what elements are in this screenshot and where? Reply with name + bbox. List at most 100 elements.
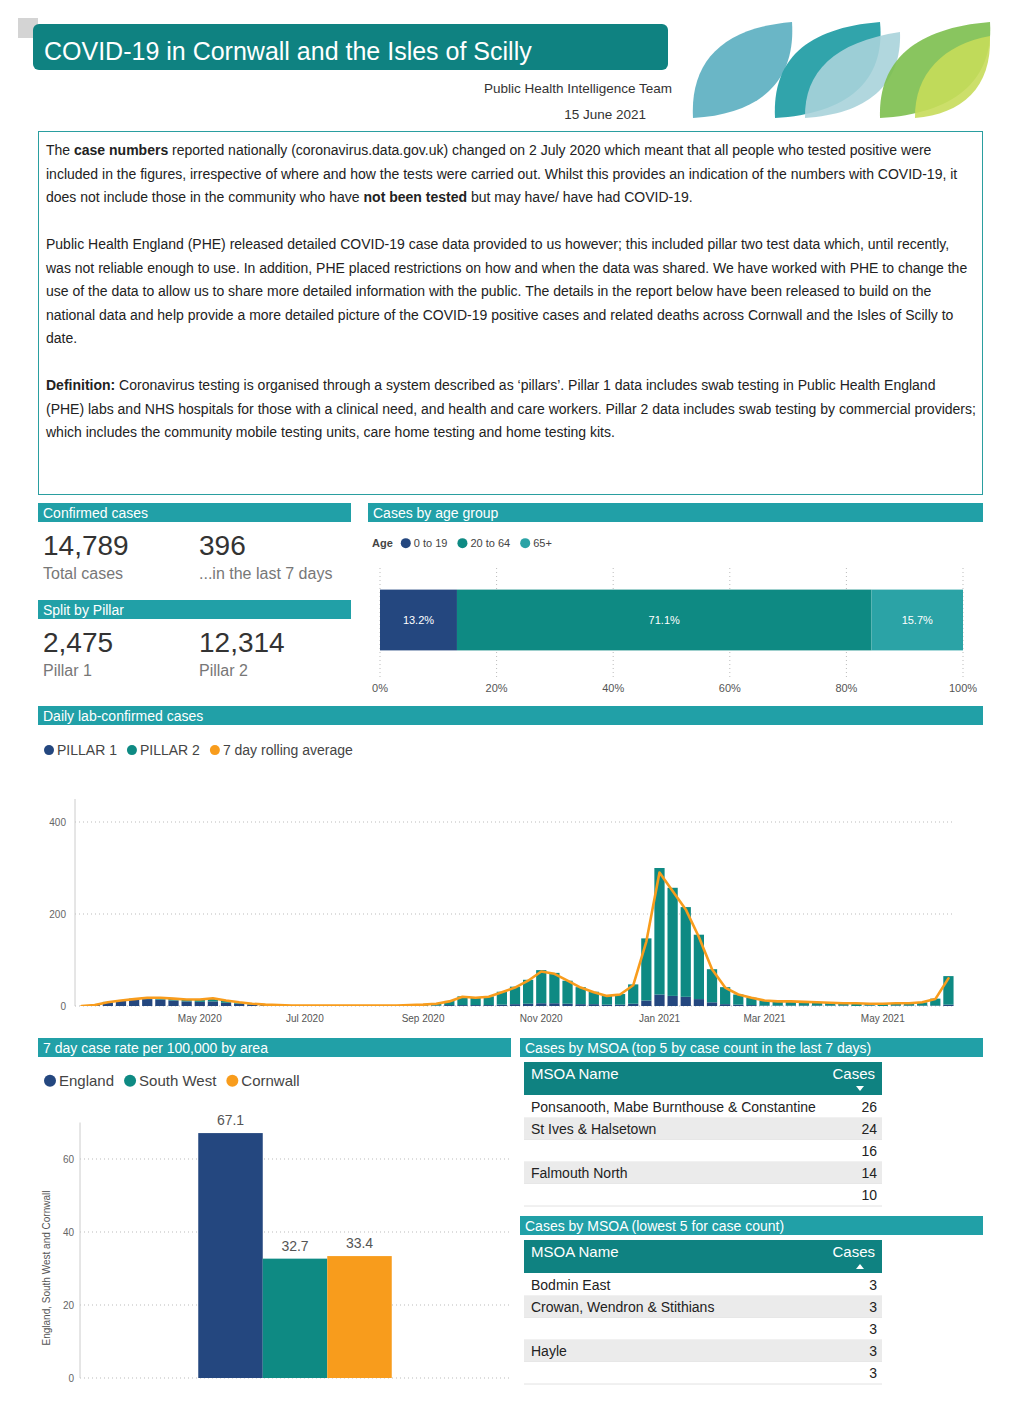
line-series <box>82 873 949 1006</box>
note-paragraph: Definition: Coronavirus testing is organ… <box>46 374 976 445</box>
category-label: Sep 2020 <box>402 1013 445 1024</box>
bar <box>380 590 457 651</box>
section-title: 7 day case rate per 100,000 by area <box>43 1040 268 1056</box>
axis-line <box>80 1123 81 1379</box>
bar <box>707 1002 717 1006</box>
note-text: Definition: <box>46 377 115 393</box>
table-row <box>524 1118 882 1140</box>
cell-cases: 3 <box>869 1343 877 1359</box>
cell-cases: 16 <box>861 1143 877 1159</box>
column-header: Cases <box>832 1065 875 1082</box>
cell-cases: 14 <box>861 1165 877 1181</box>
bar <box>681 907 691 997</box>
tick-label: 80% <box>835 682 857 694</box>
notes-box: The case numbers reported nationally (co… <box>38 131 983 495</box>
legend-swatch <box>210 745 220 755</box>
column-header: MSOA Name <box>531 1065 619 1082</box>
decor-leaf <box>915 36 990 118</box>
kpi-value: 396 <box>199 530 246 561</box>
bar <box>720 1004 730 1006</box>
tick-label: 40% <box>602 682 624 694</box>
table-header <box>524 1240 882 1273</box>
cell-cases: 3 <box>869 1299 877 1315</box>
bar <box>549 1003 559 1006</box>
legend-swatch <box>520 538 530 548</box>
tick-label: 400 <box>49 817 66 828</box>
note-text: The <box>46 142 74 158</box>
tick-label: 0 <box>60 1001 66 1012</box>
bar <box>510 1004 520 1006</box>
bar <box>129 1000 139 1006</box>
bar <box>576 1004 586 1006</box>
tick-label: 40 <box>63 1227 75 1238</box>
cell-cases: 24 <box>861 1121 877 1137</box>
category-label: Jul 2020 <box>286 1013 324 1024</box>
legend-swatch <box>457 538 467 548</box>
bar <box>628 1004 638 1006</box>
kpi-label: Pillar 2 <box>199 662 248 679</box>
tick-label: 20% <box>486 682 508 694</box>
bar <box>562 981 572 1004</box>
data-label: 13.2% <box>403 614 434 626</box>
tick-label: 20 <box>63 1300 75 1311</box>
grid-line <box>80 1159 510 1160</box>
bar <box>155 1000 165 1006</box>
legend-swatch <box>401 538 411 548</box>
section-title: Daily lab-confirmed cases <box>43 708 203 724</box>
section-bar <box>520 1216 983 1235</box>
bar <box>641 938 651 1000</box>
row-rule <box>524 1384 882 1385</box>
note-paragraph: Public Health England (PHE) released det… <box>46 233 976 351</box>
grid-line <box>80 1232 510 1233</box>
table-row <box>524 1318 882 1340</box>
report-date: 15 June 2021 <box>564 107 646 122</box>
axis-line <box>75 799 76 1006</box>
tick-label: 60% <box>719 682 741 694</box>
legend-label: 20 to 64 <box>470 537 510 549</box>
cell-cases: 3 <box>869 1277 877 1293</box>
bar <box>523 1004 533 1006</box>
bar <box>733 1005 743 1006</box>
tick-label: 100% <box>949 682 977 694</box>
table-row <box>524 1362 882 1384</box>
tick-label: 200 <box>49 909 66 920</box>
bar <box>198 1133 263 1378</box>
section-title: Confirmed cases <box>43 505 148 521</box>
note-text: Public Health England (PHE) released det… <box>46 236 967 346</box>
bars <box>380 590 963 651</box>
grid-line <box>75 822 955 823</box>
section-bar <box>38 503 351 522</box>
cell-cases: 10 <box>861 1187 877 1203</box>
note-paragraph: The case numbers reported nationally (co… <box>46 139 976 210</box>
legend-label: 65+ <box>533 537 552 549</box>
legend-label: Cornwall <box>241 1072 299 1089</box>
table-row <box>524 1340 882 1362</box>
column-header: Cases <box>832 1243 875 1260</box>
row-rule <box>524 1206 882 1207</box>
bar <box>327 1256 392 1378</box>
section-title: Cases by MSOA (lowest 5 for case count) <box>525 1218 784 1234</box>
table-header <box>524 1062 882 1095</box>
kpi-value: 12,314 <box>199 627 285 658</box>
bar <box>694 999 704 1006</box>
data-label: 32.7 <box>281 1238 308 1254</box>
bar <box>142 999 152 1006</box>
bar <box>943 1005 953 1006</box>
kpi-label: Total cases <box>43 565 123 582</box>
axis-title: England, South West and Cornwall <box>41 1191 52 1346</box>
section-title: Cases by age group <box>373 505 499 521</box>
bar <box>602 1005 612 1006</box>
page-title: COVID-19 in Cornwall and the Isles of Sc… <box>44 37 532 65</box>
bar <box>562 1004 572 1006</box>
sort-arrow <box>856 1264 864 1269</box>
legend-label: 7 day rolling average <box>223 742 353 758</box>
bar <box>589 1004 599 1006</box>
legend-swatch <box>127 745 137 755</box>
grid-line <box>75 914 955 915</box>
column-header: MSOA Name <box>531 1243 619 1260</box>
data-label: 71.1% <box>649 614 680 626</box>
cell-name: Hayle <box>531 1343 567 1359</box>
bar <box>536 1003 546 1006</box>
bar <box>497 1005 507 1006</box>
page-canvas: COVID-19 in Cornwall and the Isles of Sc… <box>0 0 1020 1408</box>
